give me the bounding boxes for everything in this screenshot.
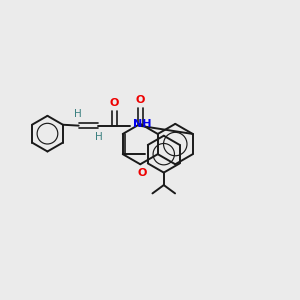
Text: NH: NH [134,119,152,129]
Text: H: H [74,109,82,119]
Text: O: O [137,168,146,178]
Text: O: O [110,98,119,108]
Text: O: O [136,95,145,105]
Text: H: H [95,132,103,142]
